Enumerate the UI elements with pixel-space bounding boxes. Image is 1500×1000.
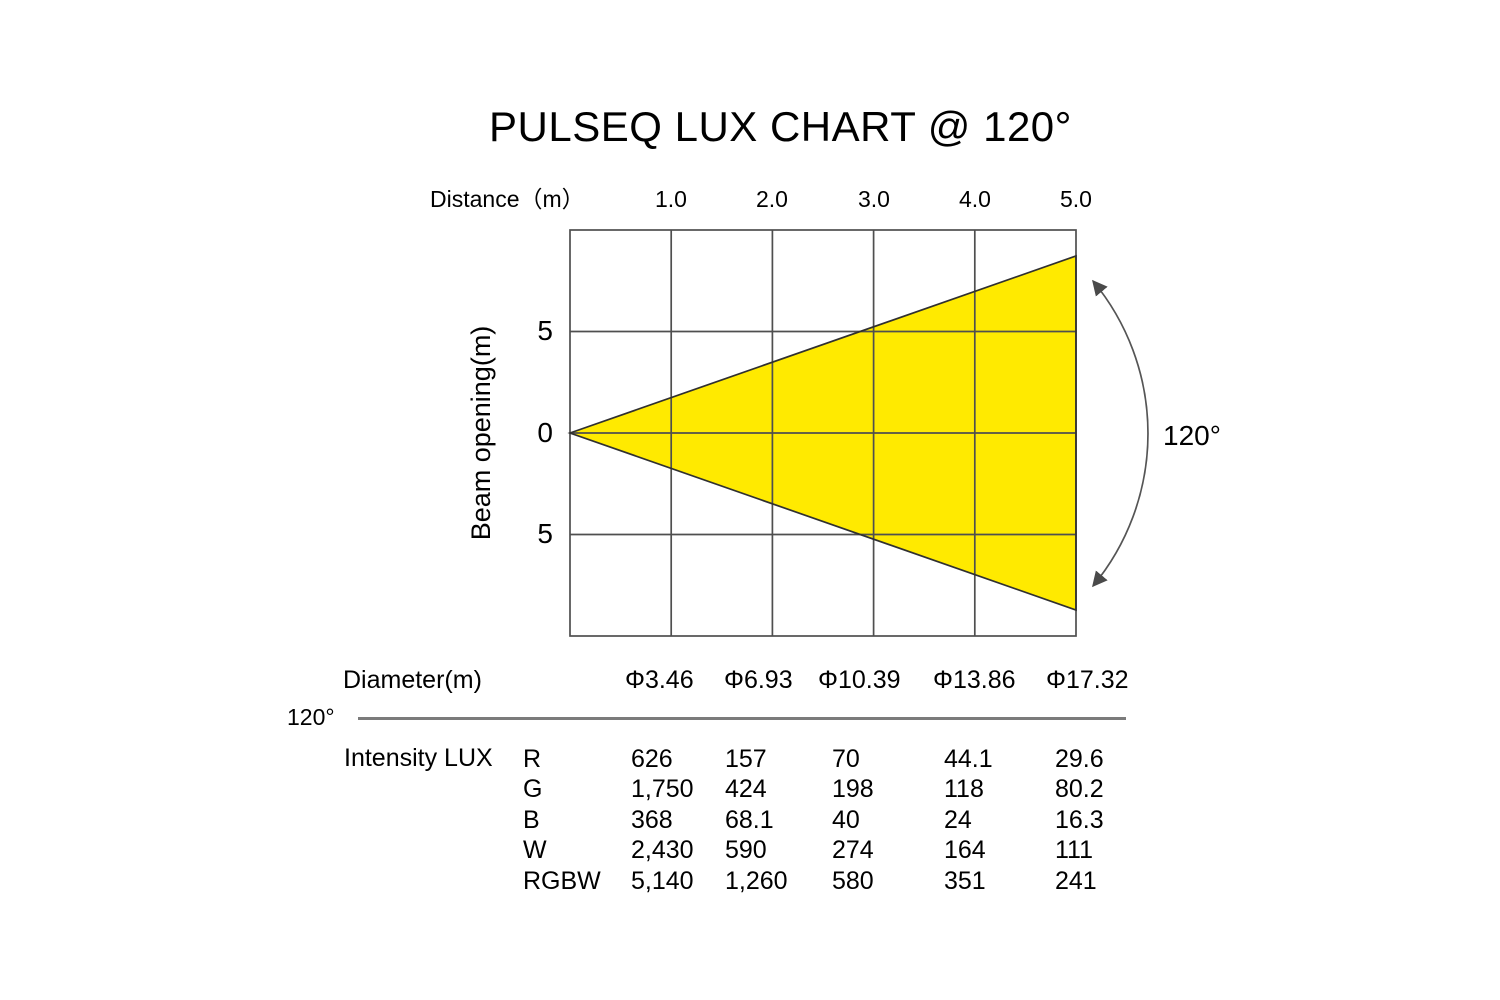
row-label-rgbw: RGBW <box>523 867 601 895</box>
row-label-w: W <box>523 836 547 864</box>
cell-b-1: 368 <box>631 806 673 834</box>
y-tick-bottom: 5 <box>537 518 553 549</box>
cell-g-3: 198 <box>832 775 874 803</box>
y-tick-top: 5 <box>537 315 553 346</box>
table-row-r: R 626 157 70 44.1 29.6 <box>0 744 1500 774</box>
beam-angle-value-right: 120° <box>1163 420 1221 451</box>
cell-r-2: 157 <box>725 745 767 773</box>
cell-b-4: 24 <box>944 806 972 834</box>
cell-g-5: 80.2 <box>1055 775 1104 803</box>
table-row-b: B 368 68.1 40 24 16.3 <box>0 805 1500 835</box>
cell-r-3: 70 <box>832 745 860 773</box>
x-tick-5: 5.0 <box>1060 186 1092 212</box>
beam-angle-arc <box>1092 279 1149 588</box>
cell-g-2: 424 <box>725 775 767 803</box>
cell-g-4: 118 <box>944 775 984 803</box>
cell-rgbw-4: 351 <box>944 867 986 895</box>
cell-b-5: 16.3 <box>1055 806 1104 834</box>
beam-cone-outline <box>567 254 1077 612</box>
cell-w-2: 590 <box>725 836 767 864</box>
x-tick-4: 4.0 <box>959 186 991 212</box>
cell-r-4: 44.1 <box>944 745 993 773</box>
cell-w-1: 2,430 <box>631 836 694 864</box>
cell-g-1: 1,750 <box>631 775 694 803</box>
y-tick-zero: 0 <box>537 417 553 448</box>
diameter-value-1: Φ3.46 <box>625 666 694 694</box>
beam-angle-value-left: 120° <box>287 704 335 730</box>
chart-title: PULSEQ LUX CHART @ 120° <box>489 103 1072 150</box>
cell-rgbw-5: 241 <box>1055 867 1097 895</box>
cell-w-4: 164 <box>944 836 986 864</box>
table-row-g: G 1,750 424 198 118 80.2 <box>0 774 1500 804</box>
y-axis-label: Beam opening(m) <box>466 325 496 541</box>
x-tick-3: 3.0 <box>858 186 890 212</box>
x-tick-1: 1.0 <box>655 186 687 212</box>
cell-w-5: 111 <box>1055 836 1094 864</box>
cell-b-3: 40 <box>832 806 860 834</box>
cell-rgbw-1: 5,140 <box>631 867 694 895</box>
diameter-row-label: Diameter(m) <box>343 666 482 694</box>
cell-w-3: 274 <box>832 836 874 864</box>
cell-r-5: 29.6 <box>1055 745 1104 773</box>
table-row-rgbw: RGBW 5,140 1,260 580 351 241 <box>0 866 1500 896</box>
x-axis-label: Distance（m） <box>430 186 585 212</box>
x-tick-2: 2.0 <box>756 186 788 212</box>
row-label-g: G <box>523 775 543 803</box>
cell-rgbw-3: 580 <box>832 867 874 895</box>
diameter-value-4: Φ13.86 <box>933 666 1016 694</box>
cell-r-1: 626 <box>631 745 673 773</box>
intensity-table-label: Intensity LUX <box>344 744 493 772</box>
diameter-value-2: Φ6.93 <box>724 666 793 694</box>
cell-rgbw-2: 1,260 <box>725 867 788 895</box>
row-label-b: B <box>523 806 540 834</box>
cell-b-2: 68.1 <box>725 806 774 834</box>
diameter-value-5: Φ17.32 <box>1046 666 1129 694</box>
row-label-r: R <box>523 745 542 773</box>
divider-line <box>358 717 1126 720</box>
table-row-w: W 2,430 590 274 164 111 <box>0 835 1500 865</box>
diameter-value-3: Φ10.39 <box>818 666 901 694</box>
